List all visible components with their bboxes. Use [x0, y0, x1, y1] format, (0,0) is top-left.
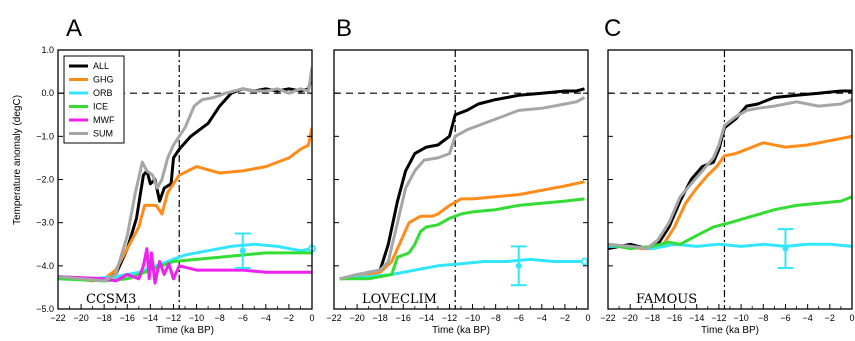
x-tick-label: −10 [733, 313, 748, 323]
series-line-sum [339, 96, 586, 281]
x-tick-label: 0 [849, 313, 854, 323]
x-tick-label: −22 [600, 313, 615, 323]
x-axis-label: Time (ka BP) [156, 325, 214, 336]
series-line-all [339, 87, 585, 281]
x-tick-label: −14 [419, 313, 434, 323]
y-tick-label: 1.0 [41, 45, 54, 55]
error-bar [510, 245, 527, 287]
series-line-sum [58, 67, 312, 283]
legend-entry: ALL [93, 61, 109, 71]
x-tick-label: −8 [491, 313, 501, 323]
model-label: FAMOUS [636, 292, 697, 307]
legend-entry: SUM [93, 129, 113, 139]
plot-frame [607, 49, 853, 310]
x-tick-label: −6 [238, 313, 248, 323]
x-tick-label: −12 [166, 313, 181, 323]
x-tick-label: −2 [560, 313, 570, 323]
series-line-ghg [58, 127, 312, 283]
x-tick-label: −14 [143, 313, 158, 323]
legend: ALL GHG ORB ICE MWF SUM [63, 55, 125, 144]
y-tick-label: −4.0 [36, 261, 54, 271]
x-tick-label: −20 [623, 313, 638, 323]
x-tick-label: −10 [189, 313, 204, 323]
x-tick-label: −4 [537, 313, 547, 323]
x-axis-label: Time (ka BP) [432, 325, 490, 336]
panel-letter: B [336, 15, 352, 42]
x-tick-label: −16 [667, 313, 682, 323]
x-axis-label: Time (ka BP) [701, 325, 759, 336]
series-line-ice [339, 197, 585, 281]
y-axis-label: Temperature anomaly (degC) [12, 95, 23, 225]
y-tick-label: −1.0 [36, 131, 54, 141]
x-tick-label: −18 [97, 313, 112, 323]
panel-letter: C [604, 15, 621, 42]
legend-entry: ICE [93, 102, 108, 112]
legend-box [63, 55, 125, 144]
legend-entry: ORB [93, 88, 113, 98]
x-tick-label: −8 [758, 313, 768, 323]
x-tick-label: −8 [215, 313, 225, 323]
y-tick-label: −5.0 [36, 304, 54, 314]
x-tick-label: −22 [326, 313, 341, 323]
x-tick-label: −2 [284, 313, 294, 323]
model-label: CCSM3 [86, 292, 136, 307]
series-line-mwf [58, 247, 312, 285]
error-bar [234, 232, 251, 269]
series-line-ghg [608, 134, 852, 251]
model-label: LOVECLIM [362, 292, 437, 307]
x-tick-label: −18 [645, 313, 660, 323]
legend-entry: GHG [93, 75, 114, 85]
x-tick-label: −4 [261, 313, 271, 323]
x-tick-label: −6 [514, 313, 524, 323]
series-line-ghg [339, 180, 585, 281]
y-tick-label: −3.0 [36, 218, 54, 228]
x-tick-label: 0 [585, 313, 590, 323]
endpoint-marker [580, 257, 589, 266]
x-tick-label: −20 [73, 313, 88, 323]
x-tick-label: −2 [825, 313, 835, 323]
panel-letter: A [66, 15, 82, 42]
y-tick-label: −2.0 [36, 175, 54, 185]
x-tick-label: −16 [120, 313, 135, 323]
x-tick-label: −12 [442, 313, 457, 323]
y-tick-label: 0.0 [41, 88, 54, 98]
error-bar [777, 228, 794, 269]
x-tick-label: 0 [309, 313, 314, 323]
x-tick-label: −4 [803, 313, 813, 323]
series-group [339, 87, 586, 281]
legend-entry: MWF [93, 115, 115, 125]
x-tick-label: −6 [780, 313, 790, 323]
x-tick-label: −16 [396, 313, 411, 323]
x-tick-label: −12 [711, 313, 726, 323]
series-line-all [608, 89, 852, 251]
x-tick-label: −18 [373, 313, 388, 323]
series-group [608, 89, 852, 251]
x-tick-label: −10 [465, 313, 480, 323]
series-line-sum [608, 98, 852, 251]
x-tick-label: −22 [50, 313, 65, 323]
series-line-ice [608, 195, 852, 251]
x-tick-label: −14 [689, 313, 704, 323]
x-tick-label: −20 [349, 313, 364, 323]
series-group [58, 67, 312, 285]
